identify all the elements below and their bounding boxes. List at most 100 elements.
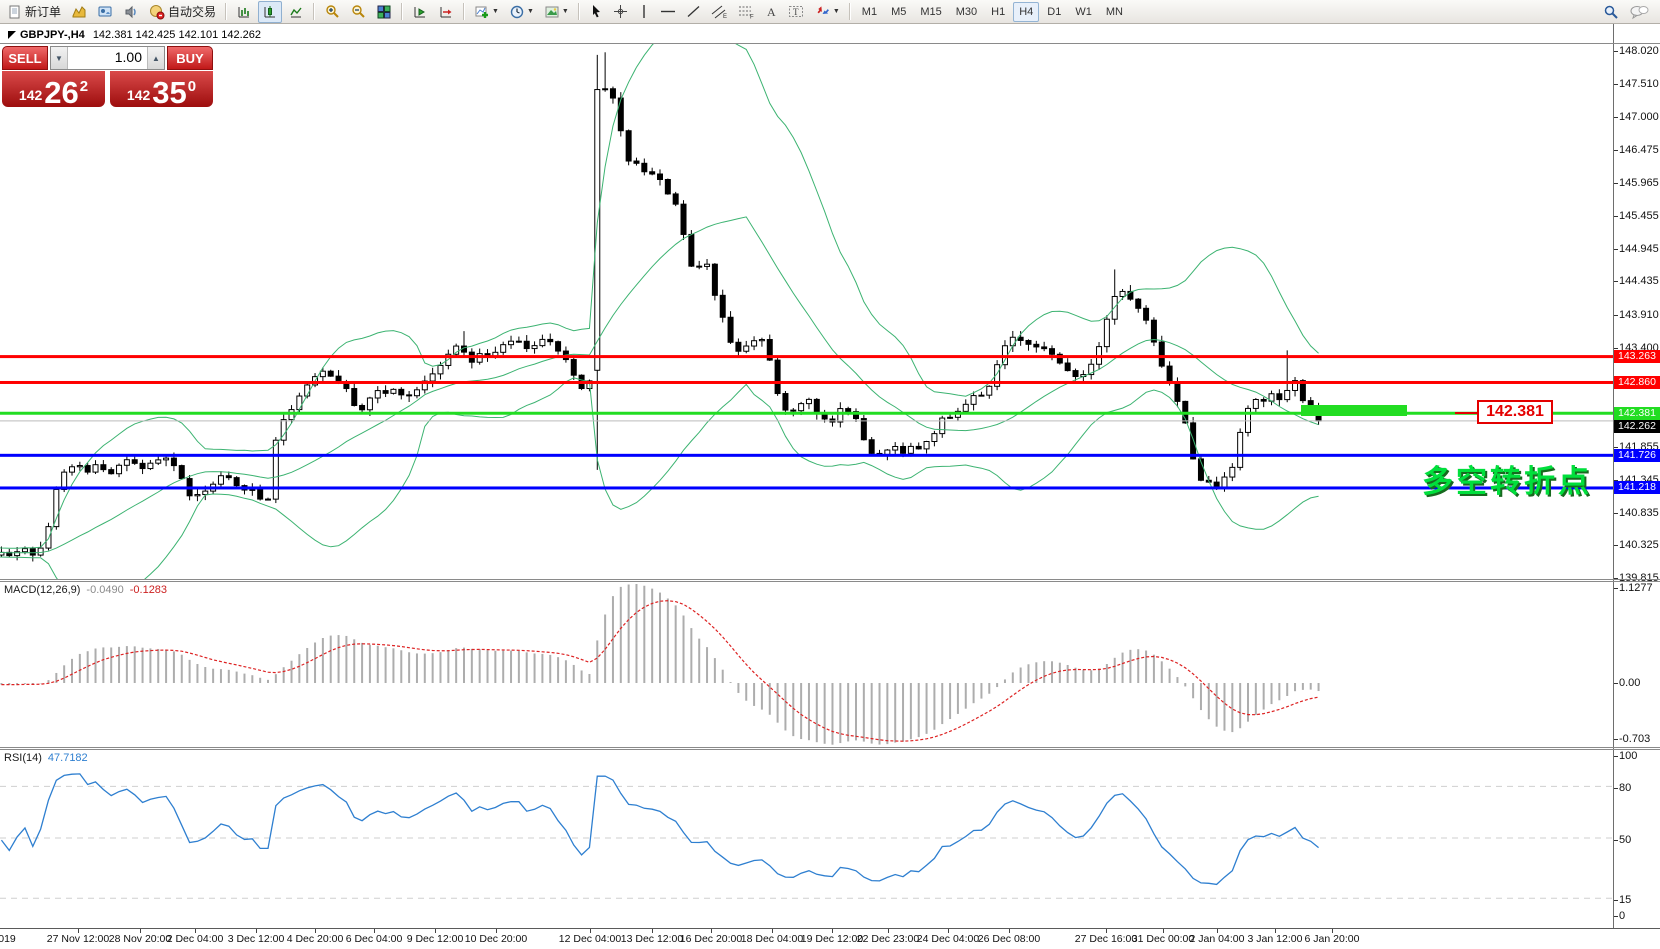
rsi-axis-label: 100	[1614, 750, 1637, 762]
time-axis-tick	[1009, 929, 1010, 933]
buy-price-figure: 142	[126, 87, 151, 103]
signals-button[interactable]	[119, 1, 143, 23]
timeframe-button-mn[interactable]: MN	[1105, 5, 1123, 18]
time-axis-label: 24 Dec 04:00	[916, 933, 980, 945]
autotrading-icon	[150, 4, 165, 19]
time-axis-tick	[1332, 929, 1333, 933]
vertical-line-icon	[643, 5, 645, 18]
highlight-bar-object	[1301, 405, 1407, 416]
time-axis-tick	[256, 929, 257, 933]
sell-button[interactable]: SELL	[2, 46, 48, 70]
time-axis-tick	[888, 929, 889, 933]
time-axis-label: 13 Dec 12:00	[620, 933, 684, 945]
chat-button[interactable]	[1625, 1, 1653, 23]
horizontal-line-icon	[660, 10, 675, 13]
timeframe-button-h4[interactable]: H4	[1013, 1, 1040, 22]
new-order-button[interactable]: 新订单	[4, 1, 65, 23]
zoom-in-icon	[326, 4, 339, 18]
time-axis-tick	[711, 929, 712, 933]
volume-decrease-button[interactable]: ▼	[51, 47, 68, 69]
horizontal-line-tool-button[interactable]	[656, 1, 680, 23]
arrows-icon	[817, 6, 829, 15]
cursor-tool-button[interactable]	[585, 1, 607, 23]
vertical-line-tool-button[interactable]	[634, 1, 654, 23]
autotrading-button[interactable]: 自动交易	[145, 1, 220, 23]
indicators-button[interactable]: ▼	[470, 1, 503, 23]
macd-main-value: -0.0490	[86, 584, 124, 596]
macd-axis-label: 0.00	[1614, 677, 1640, 689]
line-chart-icon	[290, 7, 302, 17]
bar-chart-button[interactable]	[232, 1, 256, 23]
metaeditor-button[interactable]	[93, 1, 117, 23]
zoom-in-button[interactable]	[320, 1, 344, 23]
auto-scroll-button[interactable]	[408, 1, 432, 23]
charts-button[interactable]	[67, 1, 91, 23]
time-axis-label: 19 Dec 12:00	[800, 933, 864, 945]
search-icon	[1604, 5, 1618, 19]
time-axis-label: 10 Dec 20:00	[464, 933, 528, 945]
dropdown-caret-icon[interactable]: ▼	[526, 8, 534, 15]
pane-divider[interactable]	[0, 579, 1660, 580]
time-axis-label: 2 Jan 04:00	[1189, 933, 1245, 945]
chart-shift-button[interactable]	[434, 1, 458, 23]
channel-tool-button[interactable]: E	[707, 1, 732, 23]
zoom-out-button[interactable]	[346, 1, 370, 23]
timeframe-button-m5[interactable]: M5	[891, 5, 907, 18]
time-axis-label: 6 Dec 04:00	[345, 933, 403, 945]
trendline-tool-button[interactable]	[682, 1, 705, 23]
dropdown-caret-icon[interactable]: ▼	[492, 8, 499, 15]
volume-increase-button[interactable]: ▲	[147, 47, 164, 69]
toolbar-separator	[463, 3, 466, 20]
metaeditor-icon	[98, 6, 112, 16]
text-tool-button[interactable]: A	[761, 1, 782, 23]
timeframe-button-m30[interactable]: M30	[955, 5, 978, 18]
svg-text:T: T	[793, 7, 799, 17]
periods-button[interactable]: ▼	[505, 1, 538, 23]
pane-divider[interactable]	[0, 581, 1660, 582]
axis-price-tag: 143.263	[1614, 350, 1660, 364]
time-axis-tick	[948, 929, 949, 933]
volume-stepper: ▼ 1.00 ▲	[50, 46, 165, 70]
time-axis-label: 3 Dec 12:00	[227, 933, 285, 945]
pane-divider[interactable]	[0, 747, 1660, 748]
fibonacci-tool-button[interactable]: F	[734, 1, 759, 23]
sell-price-button[interactable]: 142 26 2	[2, 71, 105, 108]
text-label-icon: T	[788, 6, 803, 17]
periods-clock-icon	[510, 5, 524, 18]
timeframe-button-m15[interactable]: M15	[920, 5, 942, 18]
timeframe-button-m1[interactable]: M1	[861, 5, 878, 18]
time-axis-tick	[1217, 929, 1218, 933]
candlestick-chart-button[interactable]	[258, 0, 283, 23]
time-axis-label: 28 Nov 20:00	[108, 933, 172, 945]
time-axis-tick	[652, 929, 653, 933]
buy-button[interactable]: BUY	[167, 46, 213, 70]
svg-text:F: F	[750, 15, 754, 20]
line-chart-button[interactable]	[284, 1, 308, 23]
search-button[interactable]	[1599, 1, 1623, 23]
volume-input[interactable]: 1.00	[114, 49, 142, 65]
time-axis-label: 22 Dec 23:00	[856, 933, 920, 945]
pane-divider[interactable]	[0, 749, 1660, 750]
tile-windows-icon	[377, 5, 391, 18]
tile-windows-button[interactable]	[372, 1, 396, 23]
dropdown-caret-icon[interactable]: ▼	[561, 8, 569, 15]
timeframe-button-w1[interactable]: W1	[1075, 5, 1092, 18]
toolbar-separator	[401, 3, 404, 20]
fibonacci-icon: F	[738, 6, 754, 20]
templates-button[interactable]: ▼	[540, 1, 573, 23]
price-tick: 145.965	[1614, 177, 1659, 189]
crosshair-tool-button[interactable]	[609, 1, 632, 23]
time-axis-tick	[1275, 929, 1276, 933]
dropdown-caret-icon[interactable]: ▼	[832, 8, 840, 15]
timeframe-button-d1[interactable]: D1	[1047, 5, 1062, 18]
timeframe-button-h1[interactable]: H1	[991, 5, 1006, 18]
text-label-tool-button[interactable]: T	[784, 1, 809, 23]
cursor-icon	[592, 5, 600, 18]
price-tick: 148.020	[1614, 45, 1659, 57]
rsi-axis-label: 80	[1614, 782, 1631, 794]
callout-connector	[1455, 412, 1477, 414]
arrows-tool-button[interactable]: ▼	[811, 1, 844, 23]
buy-price-button[interactable]: 142 35 0	[110, 71, 213, 108]
